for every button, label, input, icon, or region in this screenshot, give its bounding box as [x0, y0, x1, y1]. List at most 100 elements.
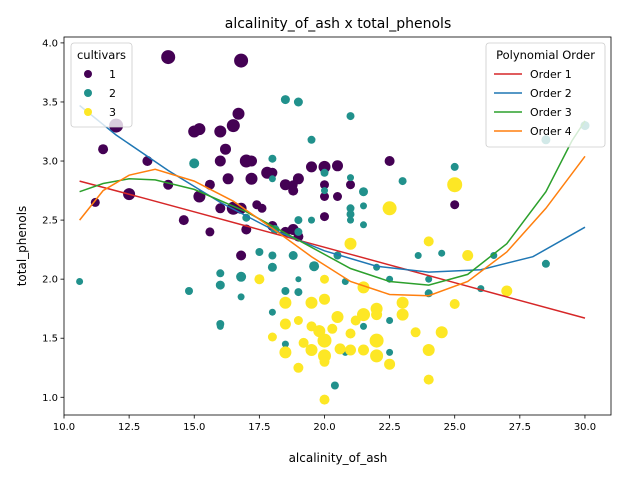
- data-point-cultivar-1: [245, 172, 258, 185]
- data-point-cultivar-3: [319, 394, 330, 405]
- y-tick-label: 2.0: [42, 275, 58, 286]
- y-tick-label: 3.5: [42, 97, 58, 108]
- data-point-cultivar-1: [279, 179, 291, 191]
- legend-cultivars: cultivars 1 2 3: [70, 42, 133, 128]
- legend-entry-label: Order 2: [530, 87, 572, 100]
- data-point-cultivar-2: [360, 322, 367, 330]
- series-3: [254, 177, 513, 405]
- data-point-cultivar-3: [449, 299, 460, 309]
- data-point-cultivar-3: [435, 326, 448, 339]
- data-point-cultivar-3: [369, 333, 384, 348]
- data-point-cultivar-1: [318, 160, 331, 173]
- x-tick-label: 22.5: [378, 422, 400, 433]
- chart-title: alcalinity_of_ash x total_phenols: [225, 16, 452, 32]
- data-point-cultivar-3: [267, 332, 277, 342]
- y-tick-label: 1.0: [42, 393, 58, 404]
- legend-title: Polynomial Order: [496, 48, 595, 62]
- data-point-cultivar-1: [332, 160, 343, 172]
- data-point-cultivar-1: [257, 203, 267, 213]
- fit-line-order-1: [79, 180, 586, 319]
- series-2: [76, 95, 590, 390]
- x-tick-label: 10.0: [53, 422, 75, 433]
- data-point-cultivar-1: [267, 167, 278, 178]
- legend-marker: [84, 108, 92, 116]
- data-point-cultivar-3: [293, 362, 304, 373]
- data-point-cultivar-2: [76, 278, 84, 285]
- legend-marker: [84, 89, 92, 97]
- data-point-cultivar-2: [425, 275, 433, 283]
- data-point-cultivar-3: [371, 309, 383, 321]
- data-point-cultivar-3: [320, 274, 329, 284]
- legend-box: [70, 42, 133, 128]
- data-point-cultivar-3: [305, 344, 318, 356]
- data-point-cultivar-2: [398, 177, 407, 186]
- data-point-cultivar-1: [346, 180, 355, 190]
- data-point-cultivar-1: [306, 161, 317, 173]
- data-point-cultivar-2: [438, 249, 446, 257]
- data-point-cultivar-1: [246, 155, 257, 167]
- legend-marker: [84, 70, 92, 78]
- x-tick-label: 17.5: [248, 422, 270, 433]
- data-point-cultivar-3: [370, 349, 384, 363]
- data-point-cultivar-1: [205, 227, 215, 237]
- data-point-cultivar-2: [347, 174, 354, 182]
- data-point-cultivar-3: [298, 337, 309, 348]
- data-point-cultivar-2: [281, 340, 289, 348]
- data-point-cultivar-2: [309, 261, 320, 272]
- data-point-cultivar-2: [320, 168, 329, 177]
- data-point-cultivar-1: [288, 185, 299, 196]
- data-point-cultivar-2: [386, 317, 394, 324]
- data-point-cultivar-1: [292, 173, 304, 185]
- legend-entry-label: Order 1: [530, 68, 572, 81]
- data-point-cultivar-2: [541, 259, 550, 268]
- data-point-cultivar-3: [382, 201, 397, 216]
- data-point-cultivar-3: [345, 328, 356, 339]
- data-point-cultivar-2: [386, 348, 394, 356]
- data-point-cultivar-2: [359, 187, 368, 197]
- data-point-cultivar-3: [305, 296, 318, 309]
- data-point-cultivar-3: [279, 346, 292, 359]
- data-point-cultivar-3: [358, 344, 369, 356]
- legend-entry-label: 1: [109, 68, 116, 81]
- data-point-cultivar-2: [321, 187, 328, 195]
- data-point-cultivar-1: [226, 119, 240, 133]
- data-point-cultivar-2: [268, 154, 277, 163]
- axes-frame: [63, 36, 612, 416]
- data-point-cultivar-1: [178, 215, 189, 226]
- x-tick-label: 15.0: [183, 422, 205, 433]
- legend-entry-label: Order 3: [530, 106, 572, 119]
- y-axis-label: total_phenols: [15, 206, 29, 287]
- data-point-cultivar-2: [360, 221, 367, 229]
- data-point-cultivar-1: [384, 156, 395, 166]
- data-point-cultivar-2: [268, 175, 276, 183]
- data-point-cultivar-2: [295, 276, 302, 283]
- data-point-cultivar-2: [490, 252, 498, 259]
- data-point-cultivar-2: [308, 216, 315, 224]
- data-point-cultivar-2: [347, 216, 354, 224]
- data-point-cultivar-1: [188, 125, 201, 138]
- data-point-cultivar-3: [396, 308, 409, 321]
- data-point-cultivar-2: [294, 216, 303, 225]
- data-point-cultivar-3: [279, 296, 292, 309]
- data-point-cultivar-1: [214, 125, 227, 138]
- data-point-cultivar-2: [294, 288, 303, 297]
- data-point-cultivar-3: [357, 308, 370, 322]
- data-point-cultivar-3: [423, 236, 434, 247]
- data-point-cultivar-2: [216, 269, 225, 278]
- data-point-cultivar-3: [501, 285, 513, 297]
- data-point-cultivar-1: [98, 144, 109, 155]
- data-point-cultivar-3: [410, 327, 421, 338]
- data-point-cultivar-2: [346, 112, 355, 121]
- data-point-cultivar-1: [234, 53, 249, 68]
- data-point-cultivar-3: [331, 311, 344, 323]
- data-point-cultivar-2: [215, 280, 225, 290]
- x-axis-label: alcalinity_of_ash: [289, 451, 388, 465]
- data-point-cultivar-1: [222, 173, 234, 185]
- x-tick-label: 30.0: [574, 422, 596, 433]
- data-point-cultivar-3: [319, 293, 330, 305]
- data-point-cultivar-2: [280, 95, 290, 105]
- data-point-cultivar-2: [330, 381, 339, 390]
- data-point-cultivar-2: [294, 227, 303, 236]
- data-point-cultivar-2: [414, 252, 422, 259]
- data-point-cultivar-3: [345, 344, 356, 356]
